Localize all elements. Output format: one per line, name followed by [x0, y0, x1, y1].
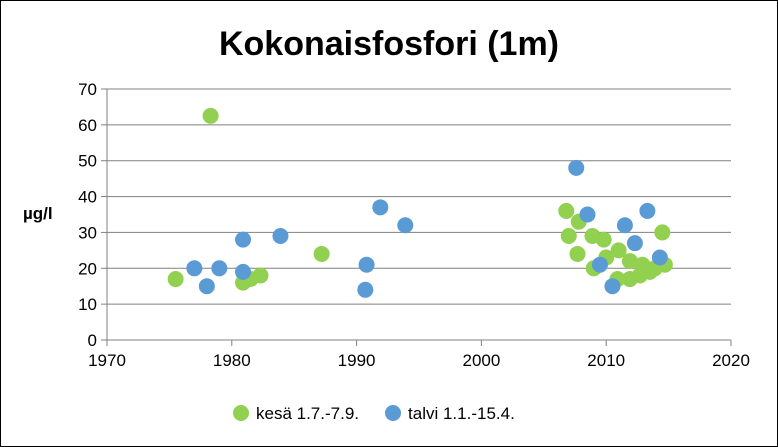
point-series-0-22 — [654, 224, 671, 241]
y-tick-labels: 0 10 20 30 40 50 60 70 — [78, 80, 97, 350]
point-series-0-5 — [313, 245, 330, 262]
legend-label-0: kesä 1.7.-7.9. — [256, 404, 359, 423]
point-series-1-2 — [211, 260, 228, 277]
point-series-1-14 — [616, 217, 633, 234]
x-tick-labels: 1970 1980 1990 2000 2010 2020 — [88, 351, 750, 370]
point-series-1-13 — [604, 278, 621, 295]
point-series-0-1 — [202, 107, 219, 124]
point-series-1-16 — [639, 202, 656, 219]
series-0 — [167, 107, 673, 291]
point-series-1-6 — [357, 281, 374, 298]
point-series-1-15 — [626, 235, 643, 252]
point-series-1-1 — [198, 278, 215, 295]
x-tick-label-2010: 2010 — [587, 351, 625, 370]
y-axis-label: µg/l — [23, 204, 53, 223]
x-tick-label-2000: 2000 — [462, 351, 500, 370]
series-1 — [186, 159, 668, 298]
point-series-1-9 — [397, 217, 414, 234]
point-series-1-3 — [235, 231, 252, 248]
y-tick-label-40: 40 — [78, 188, 97, 207]
x-tick-label-1980: 1980 — [213, 351, 251, 370]
point-series-1-8 — [372, 199, 389, 216]
y-tick-label-50: 50 — [78, 152, 97, 171]
x-tick-label-1970: 1970 — [88, 351, 126, 370]
legend-marker-1 — [385, 405, 402, 421]
point-series-0-12 — [595, 231, 612, 248]
y-tick-label-0: 0 — [88, 331, 97, 350]
point-series-0-0 — [167, 271, 184, 288]
y-tick-label-70: 70 — [78, 80, 97, 99]
gridlines — [107, 88, 731, 305]
point-series-0-16 — [621, 253, 638, 270]
point-series-1-7 — [358, 256, 375, 273]
data-points — [167, 107, 673, 298]
x-tick-label-1990: 1990 — [338, 351, 376, 370]
legend: kesä 1.7.-7.9. talvi 1.1.-15.4. — [233, 404, 515, 423]
chart-title: Kokonaisfosfori (1m) — [219, 25, 559, 63]
point-series-1-12 — [591, 256, 608, 273]
legend-label-1: talvi 1.1.-15.4. — [408, 404, 515, 423]
point-series-0-9 — [569, 245, 586, 262]
point-series-1-11 — [579, 206, 596, 223]
y-tick-label-20: 20 — [78, 259, 97, 278]
y-tick-label-60: 60 — [78, 116, 97, 135]
legend-marker-0 — [233, 405, 249, 421]
point-series-1-5 — [272, 228, 289, 245]
point-series-1-10 — [568, 159, 585, 176]
point-series-0-6 — [558, 202, 575, 219]
y-tick-label-10: 10 — [78, 295, 97, 314]
point-series-0-7 — [560, 228, 577, 245]
axes — [101, 88, 732, 346]
point-series-1-17 — [651, 249, 668, 266]
x-tick-label-2020: 2020 — [712, 351, 750, 370]
point-series-1-4 — [235, 263, 252, 280]
point-series-1-0 — [186, 260, 203, 277]
point-series-0-15 — [610, 242, 627, 259]
y-tick-label-30: 30 — [78, 223, 97, 242]
point-series-0-4 — [252, 267, 269, 284]
